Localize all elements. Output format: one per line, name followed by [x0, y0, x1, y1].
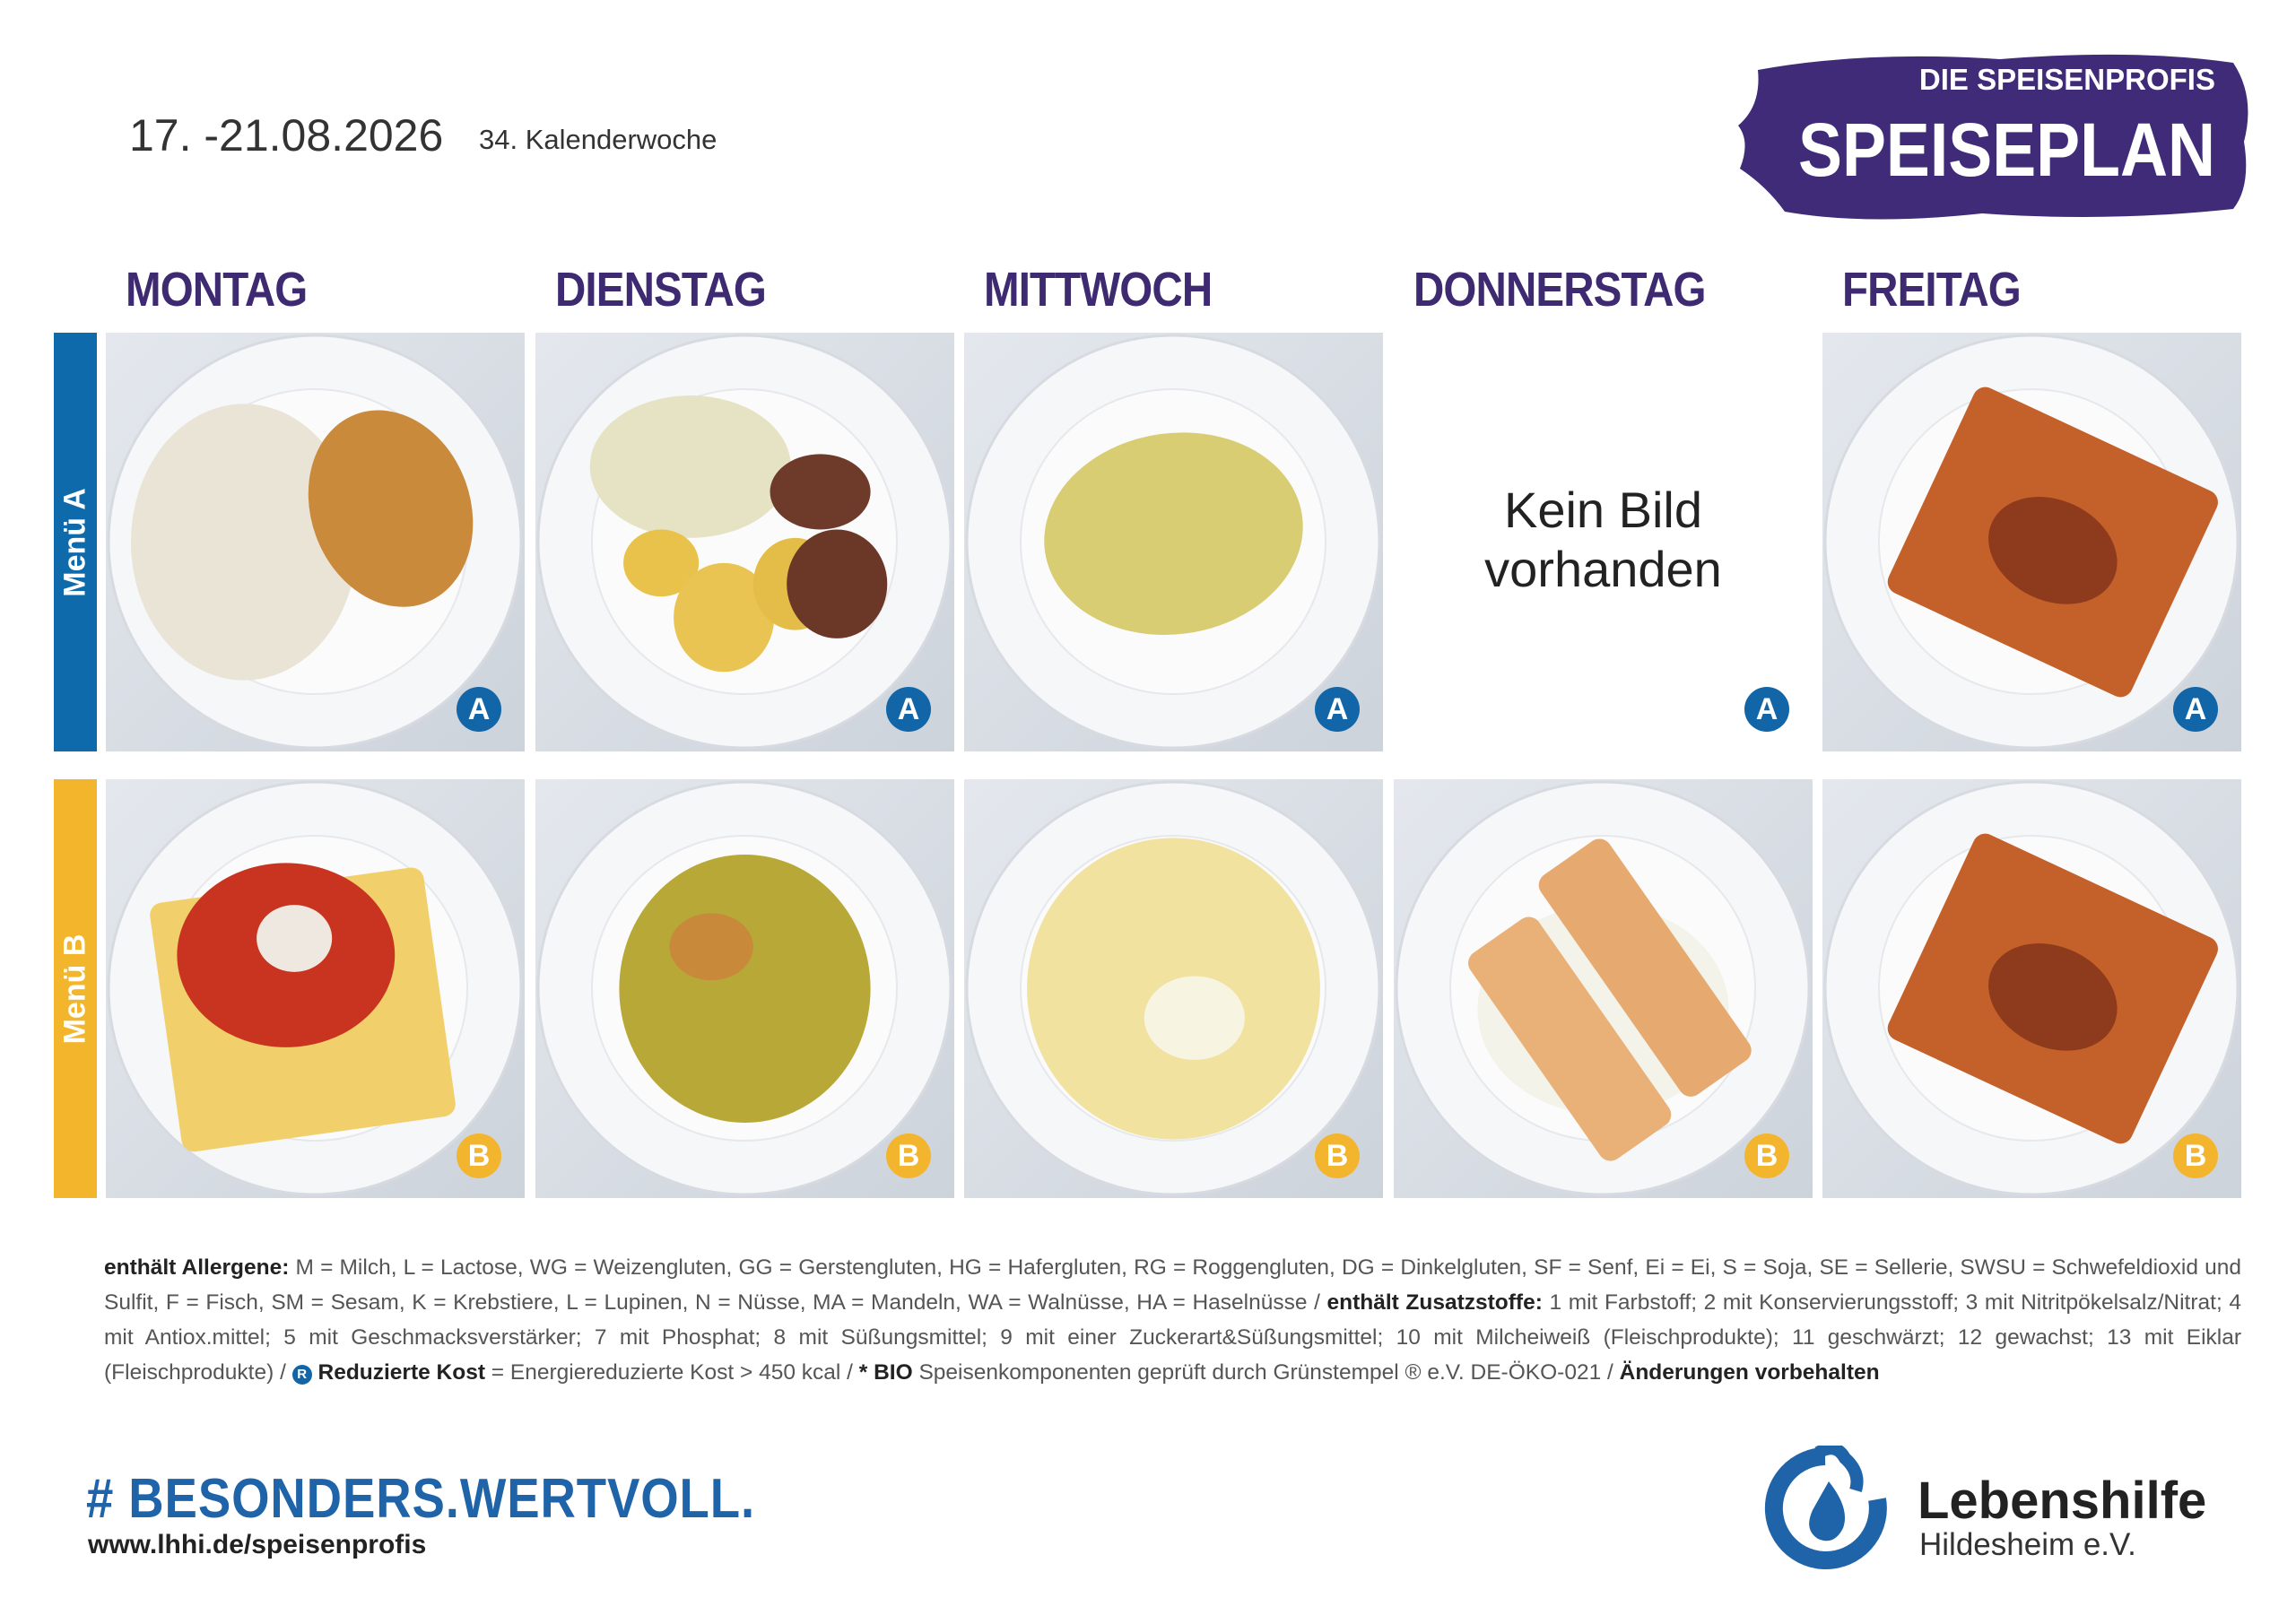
day-header: DIENSTAG: [555, 263, 767, 317]
day-header: DONNERSTAG: [1413, 263, 1706, 317]
brand-name: DIE SPEISENPROFIS: [1919, 63, 2215, 96]
dish-tile: Kein Bild vorhanden A: [1394, 333, 1813, 751]
food: [257, 905, 333, 972]
allergen-bold-text: Änderungen vorbehalten: [1619, 1360, 1880, 1385]
dish-tile: B: [106, 779, 525, 1198]
food: [1988, 497, 2118, 604]
org-location: Hildesheim e.V.: [1919, 1527, 2136, 1562]
dish-tile: A: [106, 333, 525, 751]
dish-photo: [107, 780, 523, 1196]
food: [623, 529, 700, 597]
no-image-text: Kein Bild vorhanden: [1484, 482, 1722, 597]
hashtag: # BESONDERS.WERTVOLL.: [86, 1468, 756, 1530]
menu-badge: B: [457, 1133, 501, 1178]
food: [1144, 976, 1245, 1060]
food: [669, 913, 753, 981]
food: [674, 562, 775, 673]
menu-badge: A: [1315, 687, 1360, 732]
allergen-text: 1 mit Farbstoff; 2 mit Konservierungssto…: [104, 1290, 2241, 1385]
dish-photo: [536, 334, 952, 750]
dish-tile: B: [1394, 779, 1813, 1198]
dish-tile: A: [535, 333, 954, 751]
menu-label: Menü A: [57, 487, 92, 597]
dish-photo: [965, 780, 1381, 1196]
dish-photo: [107, 334, 523, 750]
menu-badge: B: [1744, 1133, 1789, 1178]
food: [1044, 432, 1303, 635]
allergen-bold-text: Reduzierte Kost: [311, 1360, 485, 1385]
menu-label-bar: Menü B: [54, 779, 97, 1198]
menu-badge: A: [457, 687, 501, 732]
menu-badge: A: [2173, 687, 2218, 732]
reduced-icon: R: [291, 1365, 312, 1385]
dish-photo: [1823, 334, 2239, 750]
day-header: MITTWOCH: [984, 263, 1213, 317]
logo-drop: [1809, 1481, 1845, 1541]
date-range: 17. -21.08.2026: [129, 110, 444, 161]
food: [787, 529, 888, 638]
dish-tile: A: [1822, 333, 2241, 751]
dish-photo: [965, 334, 1381, 750]
menu-badge: A: [886, 687, 931, 732]
menu-badge: A: [1744, 687, 1789, 732]
brand-title: SPEISEPLAN: [1798, 108, 2215, 192]
allergen-text: M = Milch, L = Lactose, WG = Weizenglute…: [104, 1255, 2241, 1315]
brand-logo: DIE SPEISENPROFIS SPEISEPLAN: [1738, 54, 2248, 220]
org-name: Lebenshilfe: [1918, 1472, 2207, 1530]
menu-badge: B: [1315, 1133, 1360, 1178]
allergen-text: Speisenkomponenten geprüft durch Grünste…: [912, 1360, 1620, 1385]
menu-label: Menü B: [57, 934, 92, 1044]
food: [1538, 838, 1752, 1097]
calendar-week: 34. Kalenderwoche: [479, 124, 718, 155]
food: [131, 404, 358, 681]
allergen-bold-text: enthält Allergene:: [104, 1255, 290, 1280]
dish-photo: [536, 780, 952, 1196]
day-header: FREITAG: [1842, 263, 2022, 317]
dish-tile: B: [1822, 779, 2241, 1198]
menu-label-bar: Menü A: [54, 333, 97, 751]
dish-photo: [1395, 780, 1811, 1196]
menu-badge: B: [2173, 1133, 2218, 1178]
food: [308, 410, 474, 607]
website: www.lhhi.de/speisenprofis: [88, 1530, 427, 1559]
food: [1988, 943, 2118, 1051]
menu-badge: B: [886, 1133, 931, 1178]
food: [589, 395, 791, 538]
org-logo-mark: [1764, 1446, 1887, 1569]
allergen-info: enthält Allergene: M = Milch, L = Lactos…: [104, 1250, 2241, 1390]
allergen-text: = Energiereduzierte Kost > 450 kcal /: [485, 1360, 859, 1385]
dish-tile: B: [964, 779, 1383, 1198]
allergen-bold-text: enthält Zusatzstoffe:: [1326, 1290, 1543, 1315]
day-header: MONTAG: [126, 263, 308, 317]
dish-tile: A: [964, 333, 1383, 751]
food: [1468, 916, 1672, 1161]
food: [770, 454, 871, 530]
logo-hook: [1814, 1446, 1864, 1493]
dish-tile: B: [535, 779, 954, 1198]
brush-shape: [1738, 54, 2248, 220]
food: [619, 855, 871, 1123]
logo-ring: [1764, 1447, 1887, 1569]
allergen-bold-text: * BIO: [858, 1360, 913, 1385]
dish-photo: [1823, 780, 2239, 1196]
